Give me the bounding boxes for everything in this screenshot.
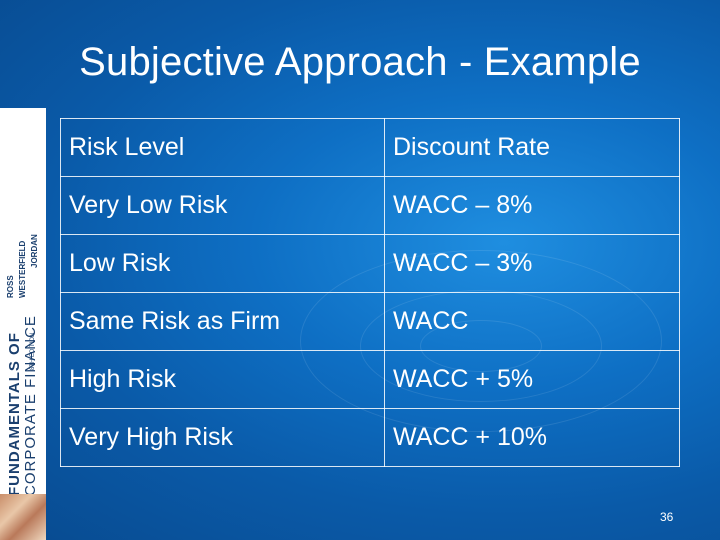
discount-rate-cell: WACC + 10% xyxy=(384,408,680,467)
risk-level-cell: Very High Risk xyxy=(60,408,385,467)
book-title-line1: FUNDAMENTALS OF xyxy=(6,332,23,496)
header-risk-level: Risk Level xyxy=(60,118,385,177)
book-author-2: WESTERFIELD xyxy=(18,240,27,298)
table-row: Very Low Risk WACC – 8% xyxy=(60,176,680,235)
book-author-3: JORDAN xyxy=(30,234,39,268)
book-author-1: ROSS xyxy=(6,275,15,298)
table-row: Low Risk WACC – 3% xyxy=(60,234,680,293)
risk-level-cell: Very Low Risk xyxy=(60,176,385,235)
book-cover-artwork xyxy=(0,494,46,540)
risk-level-cell: Low Risk xyxy=(60,234,385,293)
table-header-row: Risk Level Discount Rate xyxy=(60,118,680,177)
page-number: 36 xyxy=(660,510,674,524)
risk-discount-table: Risk Level Discount Rate Very Low Risk W… xyxy=(60,118,680,467)
discount-rate-cell: WACC – 8% xyxy=(384,176,680,235)
table-row: High Risk WACC + 5% xyxy=(60,350,680,409)
header-discount-rate: Discount Rate xyxy=(384,118,680,177)
book-cover-spine: FUNDAMENTALS OF CORPORATE FINANCE ROSS W… xyxy=(0,108,46,540)
table-row: Same Risk as Firm WACC xyxy=(60,292,680,351)
book-title: FUNDAMENTALS OF xyxy=(6,332,23,496)
book-edition: 8TH EDITION xyxy=(30,332,36,370)
slide-title: Subjective Approach - Example xyxy=(79,40,641,84)
risk-level-cell: Same Risk as Firm xyxy=(60,292,385,351)
discount-rate-cell: WACC – 3% xyxy=(384,234,680,293)
risk-level-cell: High Risk xyxy=(60,350,385,409)
discount-rate-cell: WACC + 5% xyxy=(384,350,680,409)
discount-rate-cell: WACC xyxy=(384,292,680,351)
table-row: Very High Risk WACC + 10% xyxy=(60,408,680,467)
